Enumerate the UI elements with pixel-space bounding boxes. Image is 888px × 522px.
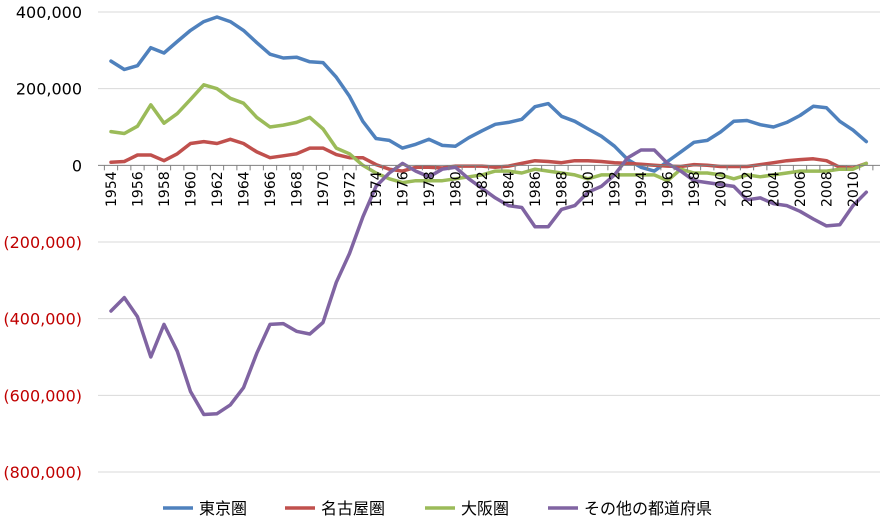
- series-line: [109, 148, 869, 417]
- series-line: [109, 15, 869, 173]
- y-tick-label: (800,000): [3, 463, 82, 482]
- x-tick-label: 1976: [396, 171, 412, 207]
- x-tick-label: 1992: [608, 171, 624, 207]
- x-tick-label: 1984: [502, 171, 518, 207]
- legend: 東京圏 名古屋圏 大阪圏 その他の都道府県: [163, 499, 712, 518]
- y-axis-ticks: 400,000 200,000 0 (200,000) (400,000) (600,00…: [3, 3, 82, 482]
- x-tick-label: 1990: [581, 171, 597, 207]
- x-tick-label: 1958: [157, 171, 173, 207]
- series-lines: [109, 15, 869, 417]
- y-tick-label: (400,000): [3, 310, 82, 329]
- x-tick-label: 1980: [449, 171, 465, 207]
- x-tick-label: 1974: [369, 171, 385, 207]
- y-tick-label: (200,000): [3, 233, 82, 252]
- x-tick-label: 1960: [184, 171, 200, 207]
- x-tick-label: 1966: [263, 171, 279, 207]
- x-tick-label: 1996: [661, 171, 677, 207]
- x-tick-label: 2000: [714, 171, 730, 207]
- y-tick-label: 0: [72, 156, 82, 175]
- x-tick-label: 2004: [767, 171, 783, 207]
- x-tick-label: 2008: [820, 171, 836, 207]
- x-tick-label: 1962: [210, 171, 226, 207]
- x-tick-label: 1986: [528, 171, 544, 207]
- x-tick-label: 2002: [740, 171, 756, 207]
- x-tick-label: 1964: [237, 171, 253, 207]
- x-tick-label: 1970: [316, 171, 332, 207]
- x-tick-label: 1982: [475, 171, 491, 207]
- legend-label: その他の都道府県: [584, 499, 712, 518]
- series-line: [109, 83, 869, 185]
- x-tick-label: 2010: [846, 171, 862, 207]
- x-tick-label: 1994: [634, 171, 650, 207]
- x-tick-label: 1956: [131, 171, 147, 207]
- x-tick-label: 2006: [793, 171, 809, 207]
- x-axis-ticks: 1954 1956 1958 1960 1962 1964 1966 1968 1970 1972…: [104, 171, 862, 207]
- y-tick-label: 400,000: [16, 3, 82, 22]
- x-tick-label: 1988: [555, 171, 571, 207]
- legend-label: 名古屋圏: [321, 499, 385, 518]
- x-tick-label: 1968: [290, 171, 306, 207]
- y-tick-label: 200,000: [16, 80, 82, 99]
- x-tick-label: 1978: [422, 171, 438, 207]
- x-tick-label: 1998: [687, 171, 703, 207]
- x-axis: [98, 164, 880, 171]
- x-tick-label: 1972: [343, 171, 359, 207]
- legend-label: 東京圏: [199, 499, 247, 518]
- legend-label: 大阪圏: [461, 499, 509, 518]
- gridlines: [98, 11, 880, 473]
- x-tick-label: 1954: [104, 171, 120, 207]
- y-tick-label: (600,000): [3, 386, 82, 405]
